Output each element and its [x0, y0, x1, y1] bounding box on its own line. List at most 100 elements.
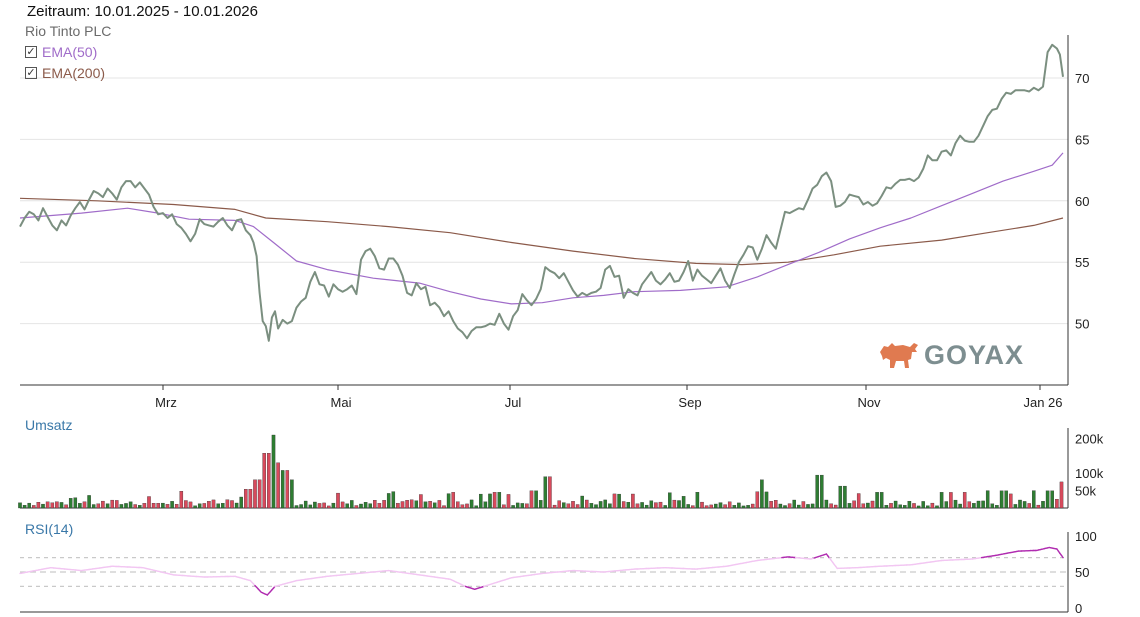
ema200-line	[19, 197, 1064, 266]
volume-bar	[133, 504, 137, 509]
legend-ema200-label: EMA(200)	[42, 65, 106, 81]
volume-bar	[594, 504, 598, 509]
volume-bar	[893, 500, 898, 509]
volume-bar	[267, 453, 271, 509]
volume-bar	[571, 501, 575, 509]
volume-bar	[142, 503, 147, 509]
volume-bar	[36, 502, 41, 509]
volume-panel-title: Umsatz	[25, 417, 73, 433]
price-line	[19, 43, 1064, 342]
volume-bar	[115, 500, 119, 509]
volume-bar	[313, 501, 317, 509]
volume-bar	[221, 503, 225, 509]
volume-bar	[709, 504, 713, 509]
x-tick-label: Sep	[678, 395, 701, 410]
volume-bar	[308, 504, 313, 509]
volume-bar	[216, 503, 220, 509]
volume-bar	[580, 495, 584, 509]
volume-bar	[999, 490, 1004, 509]
volume-bar	[515, 502, 520, 509]
volume-bar	[870, 500, 875, 509]
volume-bar	[847, 503, 852, 509]
rsi-y-tick-label: 50	[1075, 565, 1089, 580]
volume-bar	[124, 503, 128, 509]
volume-bar	[1045, 490, 1050, 509]
volume-bar	[170, 501, 174, 509]
volume-bar	[147, 496, 151, 509]
volume-bar	[110, 499, 114, 509]
volume-bar	[382, 500, 386, 509]
volume-bar	[22, 505, 27, 509]
volume-bar	[151, 503, 156, 509]
legend-ema50-toggle[interactable]: ✓ EMA(50)	[25, 44, 97, 60]
volume-bar	[465, 503, 469, 509]
volume-bar	[843, 485, 847, 509]
volume-bar	[801, 501, 806, 509]
volume-bar	[879, 492, 884, 509]
volume-bar	[460, 504, 465, 509]
volume-bar	[350, 500, 354, 509]
volume-bar	[280, 470, 285, 509]
volume-bar	[437, 500, 442, 509]
volume-bar	[386, 493, 391, 509]
period-label: Zeitraum: 10.01.2025 - 10.01.2026	[27, 3, 258, 20]
volume-bar	[317, 503, 322, 509]
ema50-line	[19, 152, 1064, 305]
checkbox-checked-icon[interactable]: ✓	[25, 46, 37, 58]
rsi-y-tick-label: 0	[1075, 601, 1082, 616]
volume-bar	[815, 474, 819, 509]
volume-bar	[824, 499, 829, 509]
volume-bar	[451, 492, 455, 509]
volume-bar	[741, 505, 746, 509]
volume-bar	[488, 493, 492, 509]
volume-bar	[792, 499, 796, 509]
volume-bar	[331, 502, 336, 509]
volume-bar	[820, 474, 824, 509]
volume-bar	[985, 490, 990, 509]
volume-bar	[474, 505, 478, 509]
volume-bar	[442, 505, 446, 509]
volume-bar	[543, 476, 548, 509]
volume-bar	[589, 503, 594, 509]
legend-ema200-toggle[interactable]: ✓ EMA(200)	[25, 65, 105, 81]
volume-bar	[649, 500, 654, 509]
volume-bar	[631, 493, 635, 509]
volume-bar	[1018, 499, 1022, 509]
volume-bar	[755, 491, 760, 509]
volume-bar	[681, 496, 686, 509]
volume-bar	[345, 503, 349, 509]
volume-bar	[737, 502, 741, 509]
volume-bar	[585, 499, 589, 509]
volume-bar	[202, 503, 207, 509]
volume-bar	[225, 499, 230, 509]
volume-bar	[174, 504, 179, 509]
volume-bar	[916, 505, 921, 509]
volume-bar	[1004, 490, 1008, 509]
volume-bar	[359, 503, 363, 509]
volume-bar	[575, 504, 580, 509]
volume-bar	[598, 501, 603, 509]
volume-bar	[179, 491, 184, 509]
volume-bar	[239, 496, 243, 509]
volume-bar	[718, 502, 723, 509]
volume-bar	[926, 505, 930, 509]
volume-bar	[654, 502, 658, 509]
volume-bar	[778, 503, 783, 509]
volume-bar	[368, 503, 372, 509]
volume-bar	[18, 502, 22, 509]
volume-bar	[405, 500, 409, 509]
volume-bar	[211, 499, 216, 509]
volume-bar	[285, 470, 290, 509]
volume-bar	[322, 502, 326, 509]
volume-bar	[469, 499, 474, 509]
volume-bar	[884, 505, 889, 509]
rsi-line-segment	[1060, 554, 1064, 559]
logo-wordmark: GOYAX	[924, 339, 1025, 370]
checkbox-checked-icon[interactable]: ✓	[25, 67, 37, 79]
volume-bar	[704, 505, 709, 509]
rsi-y-tick-label: 100	[1075, 529, 1097, 544]
volume-bar	[612, 493, 617, 509]
volume-bar	[764, 491, 769, 509]
volume-bar	[1059, 481, 1064, 509]
